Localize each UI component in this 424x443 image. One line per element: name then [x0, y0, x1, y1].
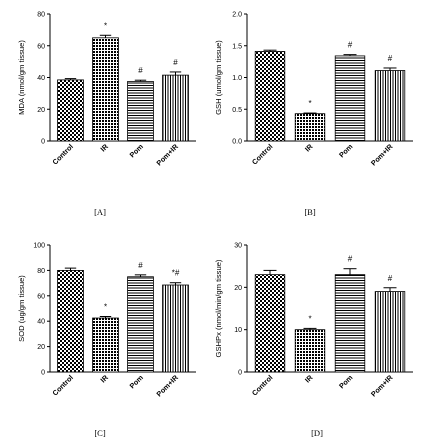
panel-label: [C] — [94, 428, 106, 438]
y-tick-label: 1.0 — [232, 75, 242, 82]
significance-mark: * — [104, 21, 107, 30]
y-tick-label: 100 — [33, 243, 45, 250]
x-tick-label: IR — [98, 141, 110, 153]
y-tick-label: 1.5 — [232, 43, 242, 50]
bar-pom — [127, 81, 154, 142]
panel-label: [B] — [304, 207, 316, 217]
bar-pom — [334, 55, 366, 142]
significance-mark: # — [388, 274, 393, 283]
x-tick-label: Pom+IR — [154, 141, 180, 167]
y-tick-label: 20 — [37, 344, 45, 351]
x-tick-label: Pom+IR — [154, 372, 180, 398]
significance-mark: * — [308, 314, 311, 323]
y-tick-label: 80 — [37, 268, 45, 275]
panel-b: 0.0 0.5 1.0 1.5 2.0 GSH (umol/gm tissue) Contr… — [214, 12, 413, 217]
panel-label: [D] — [311, 428, 323, 438]
y-axis-label: SOD (ug/gm tissue) — [17, 275, 26, 342]
bar-control — [254, 51, 286, 142]
significance-mark: * — [104, 303, 107, 312]
y-tick-label: 10 — [234, 327, 242, 334]
x-tick-label: Pom — [337, 142, 354, 159]
x-tick-label: Control — [50, 373, 74, 397]
bar-pom — [334, 274, 366, 373]
y-tick-label: 20 — [234, 285, 242, 292]
x-tick-label: Pom — [337, 373, 354, 390]
bar-ir — [92, 317, 119, 373]
y-tick-label: 40 — [37, 319, 45, 326]
significance-mark: # — [348, 255, 353, 264]
x-tick-label: Control — [250, 142, 274, 166]
significance-mark: *# — [172, 269, 180, 278]
bar-pom-ir — [374, 70, 406, 142]
bar-control — [57, 269, 84, 373]
y-tick-label: 80 — [37, 12, 45, 19]
y-tick-label: 40 — [37, 75, 45, 82]
y-tick-label: 0 — [41, 139, 45, 146]
significance-mark: * — [308, 99, 311, 108]
x-tick-label: Control — [250, 373, 274, 397]
y-tick-label: 0 — [41, 370, 45, 377]
y-axis-label: GSHPx (nmol/min/gm tissue) — [214, 259, 223, 357]
bar-ir — [294, 113, 326, 142]
bar-pom-ir — [162, 74, 189, 142]
panel-c: 0 20 40 60 80 100 SOD (ug/gm tissue) Control * IR… — [17, 243, 196, 438]
x-tick-label: Pom — [128, 142, 145, 159]
y-tick-label: 2.0 — [232, 12, 242, 19]
x-tick-label: Control — [50, 142, 74, 166]
significance-mark: # — [388, 54, 393, 63]
panel-label: [A] — [94, 207, 106, 217]
y-tick-label: 20 — [37, 107, 45, 114]
significance-mark: # — [138, 261, 143, 270]
bar-control — [57, 79, 84, 142]
panel-a: 0 20 40 60 80 MDA (nmol/gm tissue) Control * IR #… — [17, 12, 196, 217]
significance-mark: # — [173, 58, 178, 67]
y-tick-label: 0.5 — [232, 107, 242, 114]
x-tick-label: Pom+IR — [369, 372, 395, 398]
y-tick-label: 60 — [37, 293, 45, 300]
y-tick-label: 0.0 — [232, 139, 242, 146]
panel-d: 0 10 20 30 GSHPx (nmol/min/gm tissue) Control… — [214, 243, 413, 438]
bar-control — [254, 274, 286, 373]
x-tick-label: IR — [303, 372, 315, 384]
x-tick-label: Pom+IR — [369, 141, 395, 167]
bar-pom — [127, 276, 154, 373]
y-tick-label: 30 — [234, 243, 242, 250]
x-tick-label: IR — [98, 372, 110, 384]
significance-mark: # — [348, 41, 353, 50]
y-axis-label: GSH (umol/gm tissue) — [214, 40, 223, 115]
y-tick-label: 0 — [238, 370, 242, 377]
x-tick-label: Pom — [128, 373, 145, 390]
bar-pom-ir — [374, 291, 406, 373]
bar-pom-ir — [162, 284, 189, 373]
y-axis-label: MDA (nmol/gm tissue) — [17, 40, 26, 115]
significance-mark: # — [138, 66, 143, 75]
y-tick-label: 60 — [37, 43, 45, 50]
x-tick-label: IR — [303, 141, 315, 153]
bar-ir — [294, 329, 326, 373]
bar-ir — [92, 37, 119, 142]
